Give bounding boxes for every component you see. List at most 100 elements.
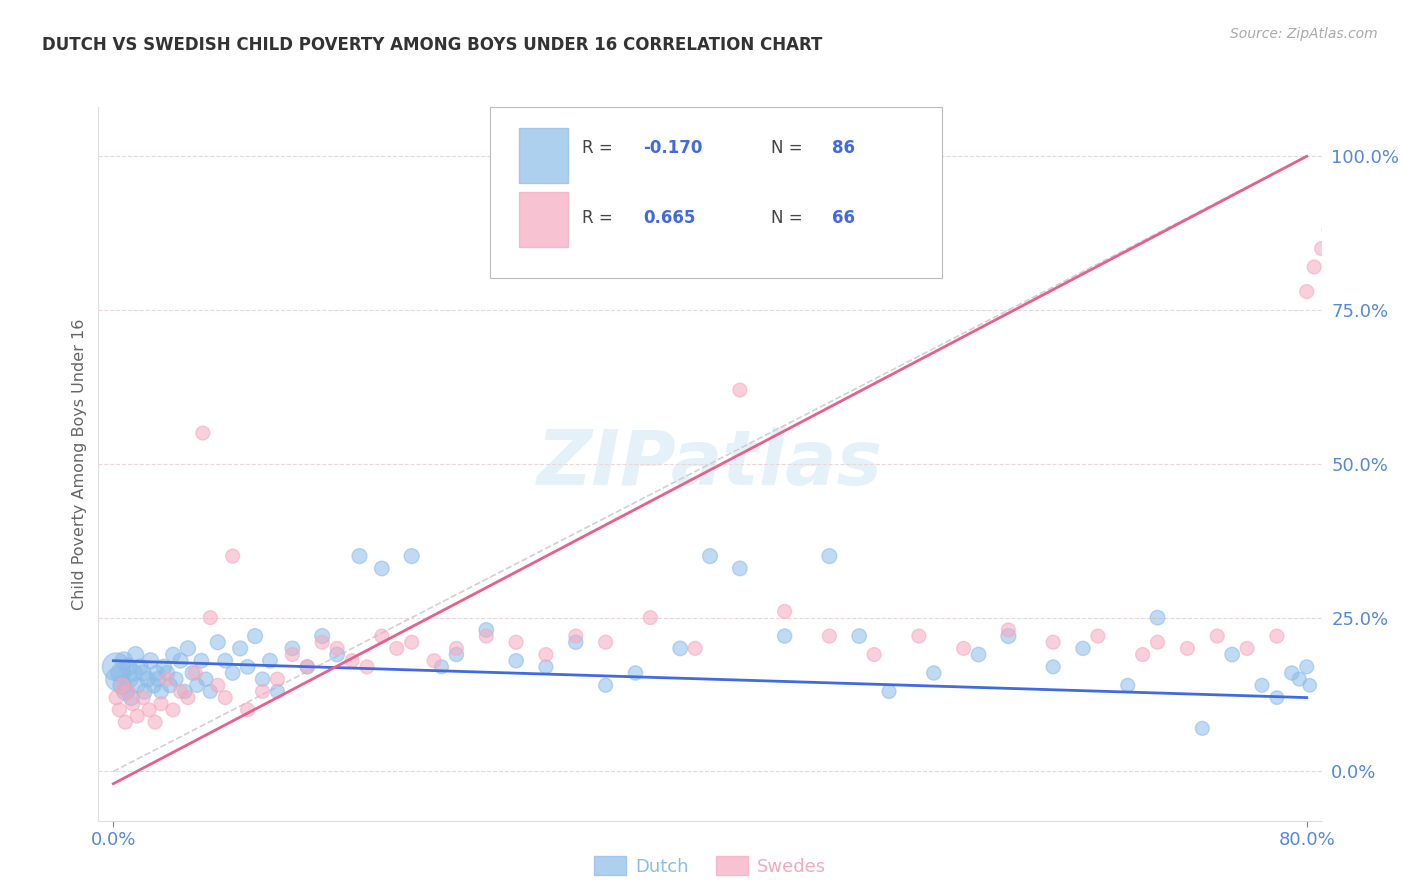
Point bbox=[252, 672, 274, 686]
Point bbox=[326, 648, 349, 662]
Point bbox=[194, 672, 217, 686]
Point bbox=[259, 654, 281, 668]
Point bbox=[371, 629, 394, 643]
Point bbox=[728, 561, 751, 575]
Point bbox=[877, 684, 900, 698]
Point bbox=[311, 629, 333, 643]
Point bbox=[565, 629, 588, 643]
Point bbox=[997, 623, 1019, 637]
Point bbox=[177, 641, 200, 656]
Point bbox=[111, 678, 134, 692]
Point bbox=[1265, 690, 1288, 705]
Point bbox=[1116, 678, 1139, 692]
Point bbox=[1310, 242, 1333, 256]
Text: -0.170: -0.170 bbox=[643, 139, 702, 157]
Point bbox=[146, 672, 169, 686]
Point bbox=[150, 684, 173, 698]
Point bbox=[818, 629, 841, 643]
Point bbox=[349, 549, 371, 563]
Point bbox=[221, 665, 243, 680]
Point bbox=[401, 635, 423, 649]
Point bbox=[114, 684, 136, 698]
Point bbox=[156, 672, 179, 686]
Point bbox=[475, 629, 498, 643]
Point bbox=[207, 635, 229, 649]
Point bbox=[1132, 648, 1154, 662]
Point bbox=[952, 641, 974, 656]
Point bbox=[129, 660, 152, 674]
Point bbox=[997, 629, 1019, 643]
Point bbox=[200, 610, 222, 624]
Point bbox=[565, 635, 588, 649]
Text: 86: 86 bbox=[832, 139, 855, 157]
Point bbox=[111, 678, 134, 692]
Point bbox=[595, 635, 617, 649]
Point bbox=[1071, 641, 1094, 656]
Point bbox=[266, 684, 288, 698]
Point bbox=[1295, 285, 1317, 299]
Point bbox=[136, 672, 159, 686]
Point bbox=[863, 648, 886, 662]
Point bbox=[266, 672, 288, 686]
Point bbox=[640, 610, 662, 624]
Point bbox=[207, 678, 229, 692]
Point bbox=[773, 629, 796, 643]
Point bbox=[1326, 211, 1348, 225]
FancyBboxPatch shape bbox=[519, 192, 568, 247]
Point bbox=[683, 641, 706, 656]
Point bbox=[138, 703, 160, 717]
Legend: Dutch, Swedes: Dutch, Swedes bbox=[586, 849, 834, 883]
Point bbox=[356, 660, 378, 674]
Point bbox=[1251, 678, 1274, 692]
Point bbox=[1355, 149, 1378, 163]
Point bbox=[165, 672, 187, 686]
Point bbox=[229, 641, 252, 656]
Point bbox=[1295, 660, 1317, 674]
Point bbox=[139, 654, 162, 668]
Point bbox=[1146, 635, 1168, 649]
Point bbox=[297, 660, 319, 674]
Point bbox=[1303, 260, 1326, 274]
Point bbox=[908, 629, 931, 643]
Point bbox=[728, 383, 751, 397]
Point bbox=[1177, 641, 1199, 656]
Point bbox=[281, 641, 304, 656]
Point bbox=[153, 660, 176, 674]
Point bbox=[311, 635, 333, 649]
Point bbox=[107, 672, 129, 686]
Point bbox=[118, 672, 141, 686]
Text: ZIPatlas: ZIPatlas bbox=[537, 427, 883, 500]
Text: 0.665: 0.665 bbox=[643, 209, 695, 227]
Point bbox=[236, 703, 259, 717]
Point bbox=[162, 703, 184, 717]
Y-axis label: Child Poverty Among Boys Under 16: Child Poverty Among Boys Under 16 bbox=[72, 318, 87, 609]
Point bbox=[132, 690, 155, 705]
Point bbox=[186, 678, 208, 692]
Point bbox=[127, 709, 149, 723]
Point bbox=[505, 654, 527, 668]
Text: Source: ZipAtlas.com: Source: ZipAtlas.com bbox=[1230, 27, 1378, 41]
Point bbox=[117, 660, 139, 674]
Text: DUTCH VS SWEDISH CHILD POVERTY AMONG BOYS UNDER 16 CORRELATION CHART: DUTCH VS SWEDISH CHILD POVERTY AMONG BOY… bbox=[42, 36, 823, 54]
Point bbox=[430, 660, 453, 674]
FancyBboxPatch shape bbox=[489, 107, 942, 278]
Point bbox=[401, 549, 423, 563]
Point bbox=[340, 654, 363, 668]
Point bbox=[169, 684, 191, 698]
Point bbox=[446, 641, 468, 656]
Point bbox=[281, 648, 304, 662]
Point bbox=[818, 549, 841, 563]
Point bbox=[143, 715, 166, 730]
Point bbox=[1236, 641, 1258, 656]
Point bbox=[169, 654, 191, 668]
Point bbox=[1348, 161, 1371, 176]
Point bbox=[112, 654, 135, 668]
Point bbox=[145, 665, 167, 680]
Point bbox=[534, 660, 557, 674]
Point bbox=[134, 684, 156, 698]
Text: N =: N = bbox=[772, 209, 808, 227]
Text: N =: N = bbox=[772, 139, 808, 157]
Point bbox=[243, 629, 266, 643]
Point bbox=[125, 648, 148, 662]
Point bbox=[181, 665, 204, 680]
